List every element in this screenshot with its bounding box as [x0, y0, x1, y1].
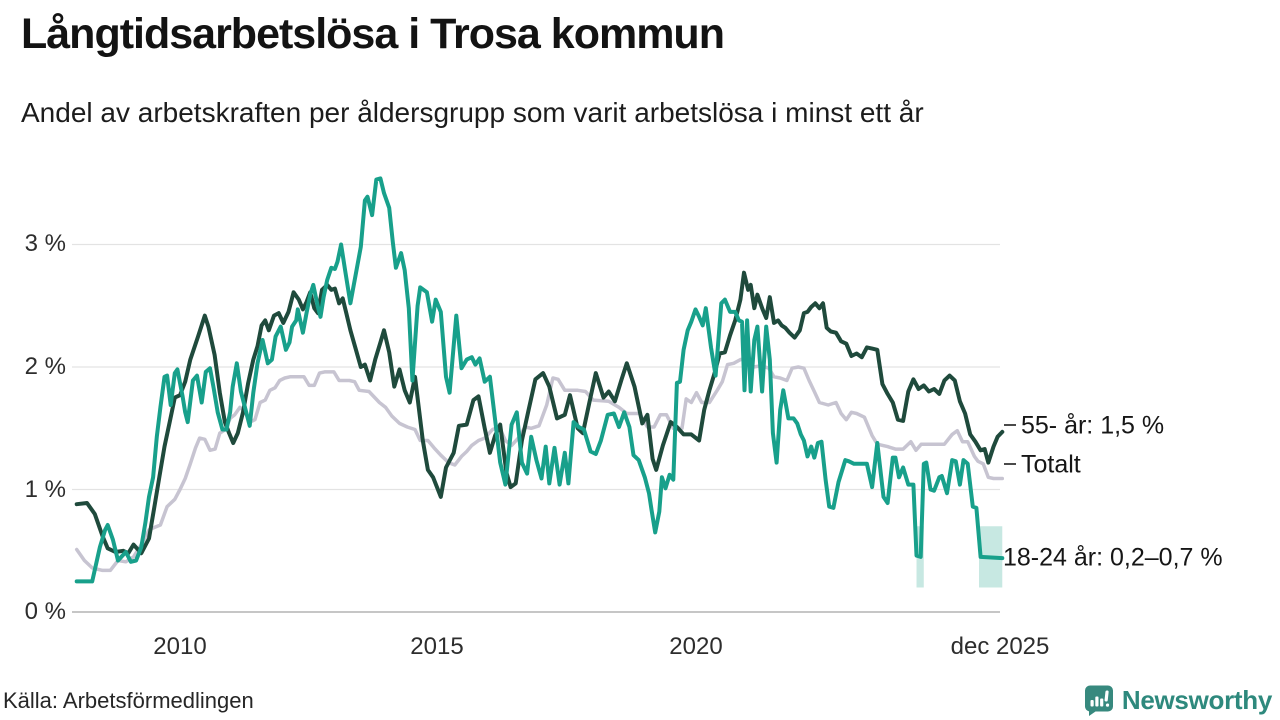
annotation-dash-55	[1004, 424, 1016, 426]
y-tick-0: 0 %	[24, 598, 66, 625]
page-subtitle: Andel av arbetskraften per åldersgrupp s…	[21, 97, 924, 128]
y-tick-3: 3 %	[24, 230, 66, 257]
source-credit: Källa: Arbetsförmedlingen	[3, 688, 254, 713]
brand-wordmark: Newsworthy	[1121, 684, 1272, 715]
annotation-dash-totalt	[1004, 463, 1016, 465]
page-title: Långtidsarbetslösa i Trosa kommun	[21, 10, 725, 58]
newsworthy-icon	[1084, 685, 1113, 716]
y-tick-2: 2 %	[24, 353, 66, 380]
y-tick-1: 1 %	[24, 476, 66, 503]
annotation-label-55: 55- år: 1,5 %	[1021, 411, 1165, 440]
x-tick-2010: 2010	[153, 633, 207, 660]
brand-logo: Newsworthy	[1083, 684, 1272, 716]
x-tick-2020: 2020	[669, 633, 723, 660]
annotation-label-18-24: 18-24 år: 0,2–0,7 %	[1003, 543, 1223, 572]
x-tick-2015: 2015	[410, 633, 464, 660]
annotation-label-totalt: Totalt	[1021, 450, 1081, 479]
x-tick-dec-2025: dec 2025	[950, 633, 1050, 660]
